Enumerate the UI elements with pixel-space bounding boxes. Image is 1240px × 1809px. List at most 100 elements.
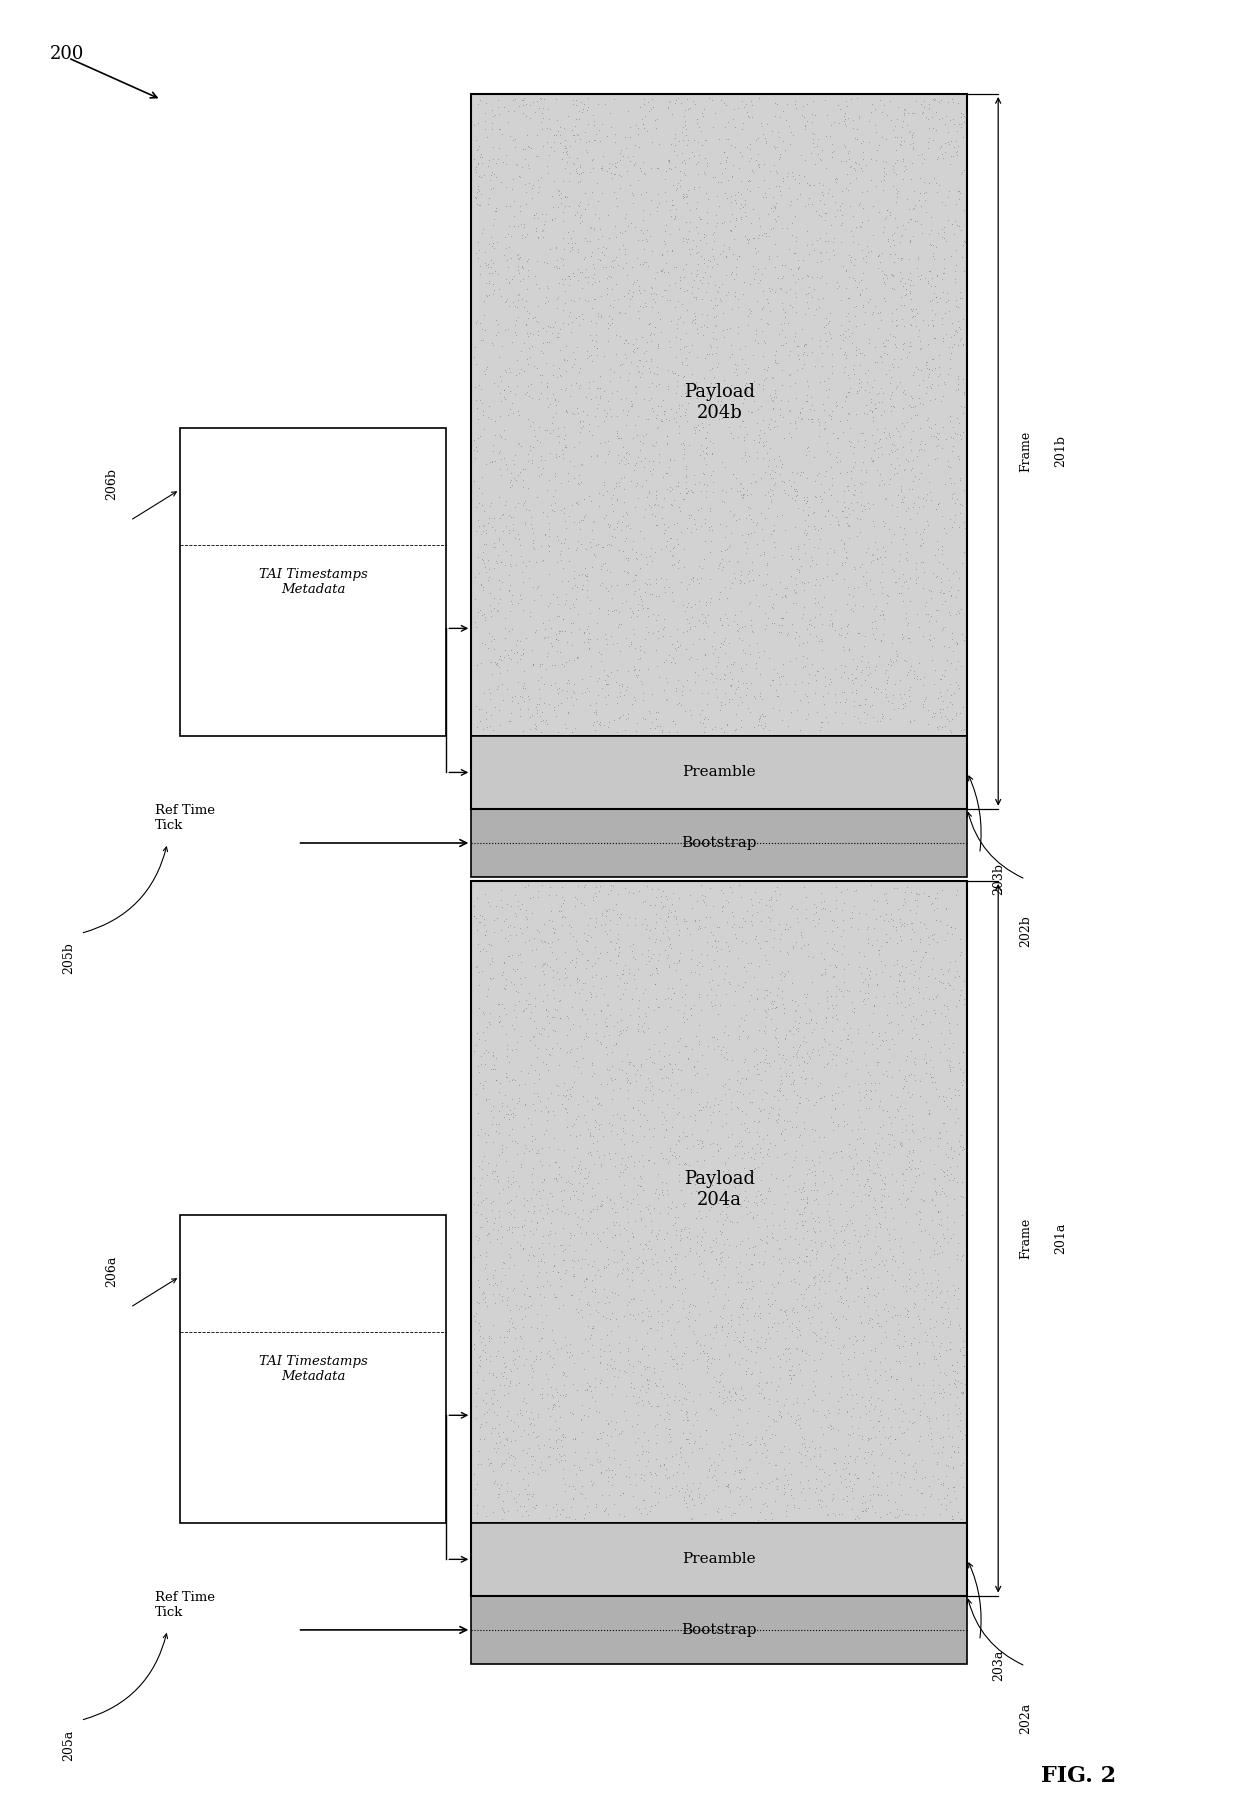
Point [712,1312,732,1340]
Point [825,1501,844,1530]
Point [525,586,544,615]
Point [946,876,966,904]
Point [725,1252,745,1281]
Point [723,295,743,324]
Point [913,1259,932,1288]
Point [558,666,578,695]
Point [652,615,672,644]
Point [671,568,691,597]
Point [513,686,533,715]
Point [655,396,675,425]
Point [822,610,842,639]
Point [574,919,594,948]
Point [877,1062,897,1091]
Point [702,1268,722,1297]
Point [718,1473,738,1501]
Point [609,903,629,932]
Point [513,85,533,114]
Point [502,1212,522,1241]
Point [792,1042,812,1071]
Point [506,360,526,389]
Point [560,608,580,637]
Point [605,935,625,964]
Point [482,1310,502,1339]
Point [718,1143,738,1172]
Point [795,1433,815,1462]
Point [498,942,518,971]
Point [937,677,957,706]
Point [675,597,694,626]
Point [815,461,835,490]
Point [475,879,495,908]
Point [743,566,763,595]
Point [482,1377,502,1406]
Point [950,1132,970,1161]
Point [590,570,610,599]
Point [861,1348,880,1377]
Point [639,89,658,118]
Point [620,1069,640,1098]
Point [538,622,558,651]
Point [719,235,739,264]
Point [557,669,577,698]
Point [815,1436,835,1465]
Point [574,1026,594,1055]
Point [828,90,848,119]
Point [878,1424,898,1453]
Point [608,613,627,642]
Point [613,1056,632,1085]
Point [665,1252,684,1281]
Point [556,1476,575,1505]
Point [496,1147,516,1176]
Point [884,431,904,459]
Point [613,1046,632,1075]
Point [815,671,835,700]
Point [489,588,508,617]
Point [568,168,588,197]
Point [808,1035,828,1064]
Point [632,592,652,620]
Point [706,926,725,955]
Point [668,530,688,559]
Point [486,1438,506,1467]
Point [742,505,761,534]
Point [520,344,539,373]
Point [536,519,556,548]
Point [916,1087,936,1116]
Point [914,879,934,908]
Point [678,1378,698,1407]
Point [866,291,885,320]
Point [582,213,601,242]
Point [804,1366,823,1395]
Point [806,1087,826,1116]
Point [703,324,723,353]
Point [528,1402,548,1431]
Point [831,286,851,315]
Point [583,1451,603,1480]
Point [677,351,697,380]
Point [644,318,663,347]
Point [686,1398,706,1427]
Point [737,1482,756,1511]
Point [577,1219,596,1248]
Point [564,1350,584,1378]
Point [466,517,486,546]
Point [498,1254,518,1283]
Point [584,999,604,1028]
Point [925,85,945,114]
Point [515,668,534,696]
Point [742,610,761,639]
Point [799,941,818,970]
Point [935,973,955,1002]
Point [578,288,598,317]
Point [846,212,866,241]
Point [732,141,751,170]
Point [885,669,905,698]
Point [786,474,806,503]
Point [749,221,769,250]
Point [838,378,858,407]
Point [730,566,750,595]
Point [832,939,852,968]
Point [874,331,894,360]
Point [699,409,719,438]
